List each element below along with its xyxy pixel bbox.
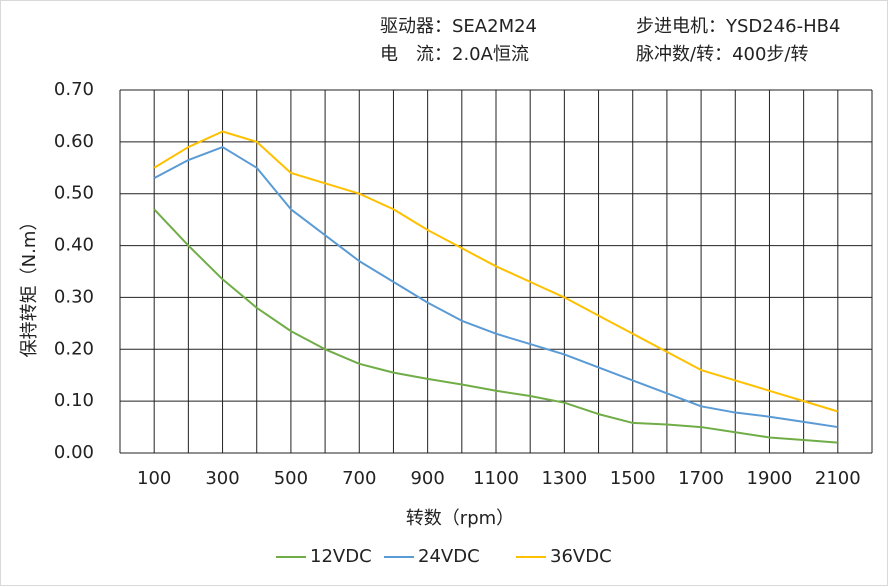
y-tick-label: 0.60 [54, 131, 94, 152]
header-text: 驱动器：SEA2M24 [380, 16, 537, 37]
series-line [153, 146, 838, 429]
y-axis-label: 保持转矩（N.m） [19, 213, 40, 358]
header-text: 电 流：2.0A恒流 [380, 44, 529, 65]
series-line [153, 130, 839, 413]
header-text: 脉冲数/转：400步/转 [636, 44, 809, 65]
x-tick-label: 500 [274, 468, 308, 489]
x-tick-label: 2100 [815, 468, 861, 489]
y-tick-label: 0.00 [54, 442, 94, 463]
legend-label: 12VDC [310, 546, 372, 567]
y-tick-label: 0.50 [54, 183, 94, 204]
x-tick-label: 1100 [473, 468, 519, 489]
x-axis-label: 转数（rpm） [406, 508, 514, 529]
x-tick-label: 900 [410, 468, 444, 489]
x-tick-label: 100 [137, 468, 171, 489]
y-tick-label: 0.10 [54, 390, 94, 411]
x-tick-label: 1500 [610, 468, 656, 489]
x-tick-label: 1900 [747, 468, 793, 489]
x-tick-label: 700 [342, 468, 376, 489]
header-text: 步进电机：YSD246-HB4 [636, 16, 840, 37]
y-tick-label: 0.70 [54, 79, 94, 100]
y-tick-label: 0.30 [54, 286, 94, 307]
y-tick-label: 0.20 [54, 338, 94, 359]
legend-label: 36VDC [550, 546, 612, 567]
x-tick-label: 1300 [541, 468, 587, 489]
x-tick-label: 1700 [678, 468, 724, 489]
legend-label: 24VDC [418, 546, 480, 567]
y-tick-label: 0.40 [54, 235, 94, 256]
x-tick-label: 300 [205, 468, 239, 489]
series-line [153, 208, 838, 444]
